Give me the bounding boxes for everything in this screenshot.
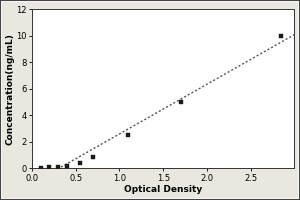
X-axis label: Optical Density: Optical Density (124, 185, 202, 194)
Y-axis label: Concentration(ng/mL): Concentration(ng/mL) (6, 33, 15, 145)
